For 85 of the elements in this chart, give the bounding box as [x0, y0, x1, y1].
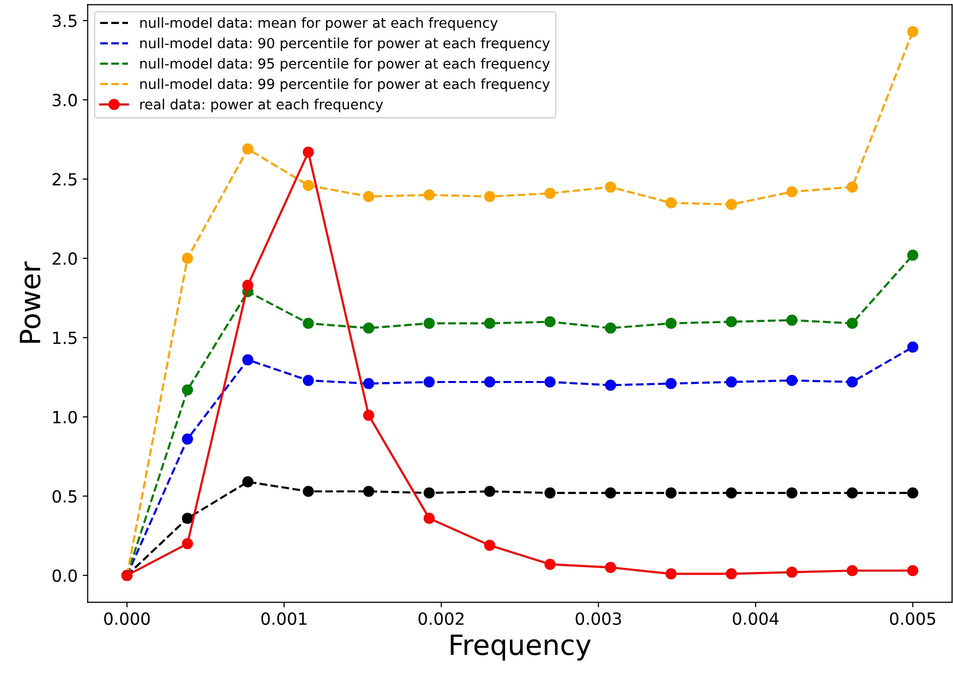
point [182, 252, 194, 264]
legend-label: null-model data: 99 percentile for power at each frequency [140, 78, 550, 92]
point [665, 318, 677, 329]
point [484, 190, 496, 202]
point [907, 565, 918, 576]
point [424, 487, 435, 499]
x-tick-label: 0.000 [104, 612, 150, 625]
point [182, 512, 194, 524]
point [242, 143, 254, 155]
point [726, 376, 737, 388]
point [786, 186, 798, 198]
point [786, 487, 798, 499]
y-tick-label: 2.0 [52, 252, 77, 265]
point [544, 376, 556, 388]
point [907, 250, 918, 261]
point [604, 562, 616, 574]
y-tick-label: 3.5 [52, 14, 76, 28]
point [302, 374, 314, 386]
point [544, 316, 556, 328]
point [665, 378, 677, 390]
y-tick-label: 3.0 [52, 94, 77, 106]
legend-label: null-model data: mean for power at each frequency [140, 17, 498, 31]
point [726, 198, 737, 210]
legend-label: null-model data: 90 percentile for power at each frequency [140, 38, 550, 52]
x-tick-label: 0.004 [732, 612, 779, 625]
point [786, 314, 798, 326]
point [242, 476, 254, 488]
point [665, 197, 677, 208]
point [302, 180, 314, 191]
point [786, 566, 798, 578]
point [424, 189, 435, 200]
point [786, 374, 798, 386]
point [604, 181, 616, 193]
legend-label: real data: power at each frequency [140, 98, 384, 112]
point [544, 487, 556, 499]
y-tick-label: 1.0 [53, 410, 77, 424]
point [484, 318, 496, 329]
point [302, 146, 314, 158]
point [846, 565, 858, 576]
point [363, 322, 374, 334]
point [302, 318, 314, 329]
point [242, 280, 254, 291]
point [424, 376, 435, 388]
point [726, 568, 737, 580]
point [544, 188, 556, 199]
legend-label: null-model data: 95 percentile for power at each frequency [140, 58, 550, 72]
point [907, 26, 918, 38]
y-tick-label: 0.0 [52, 569, 77, 582]
point [182, 434, 194, 445]
point [726, 487, 737, 499]
point [182, 384, 194, 396]
point [544, 558, 556, 570]
x-tick-label: 0.005 [890, 612, 936, 625]
point [484, 486, 496, 497]
point [182, 538, 194, 550]
y-tick-label: 0.5 [52, 490, 76, 503]
point [604, 380, 616, 391]
point [363, 190, 374, 202]
point [726, 316, 737, 328]
point [665, 568, 677, 580]
point [484, 540, 496, 551]
x-tick-label: 0.001 [261, 612, 306, 625]
y-tick-label: 1.5 [53, 332, 76, 344]
point [846, 318, 858, 329]
point [424, 512, 435, 524]
point [846, 181, 858, 193]
point [363, 410, 374, 421]
y-axis-title: Power [20, 262, 41, 343]
point [363, 486, 374, 497]
point [846, 376, 858, 388]
point [907, 487, 918, 499]
point [363, 378, 374, 390]
x-axis-title: Frequency [450, 634, 591, 661]
point [846, 487, 858, 499]
point [302, 486, 314, 497]
point [665, 487, 677, 499]
point [424, 318, 435, 329]
y-tick-label: 2.5 [52, 173, 76, 186]
point [242, 354, 254, 366]
point [604, 322, 616, 334]
point [907, 342, 918, 353]
point [604, 487, 616, 499]
x-tick-label: 0.003 [576, 612, 621, 625]
point [484, 376, 496, 388]
x-tick-label: 0.002 [418, 612, 464, 625]
